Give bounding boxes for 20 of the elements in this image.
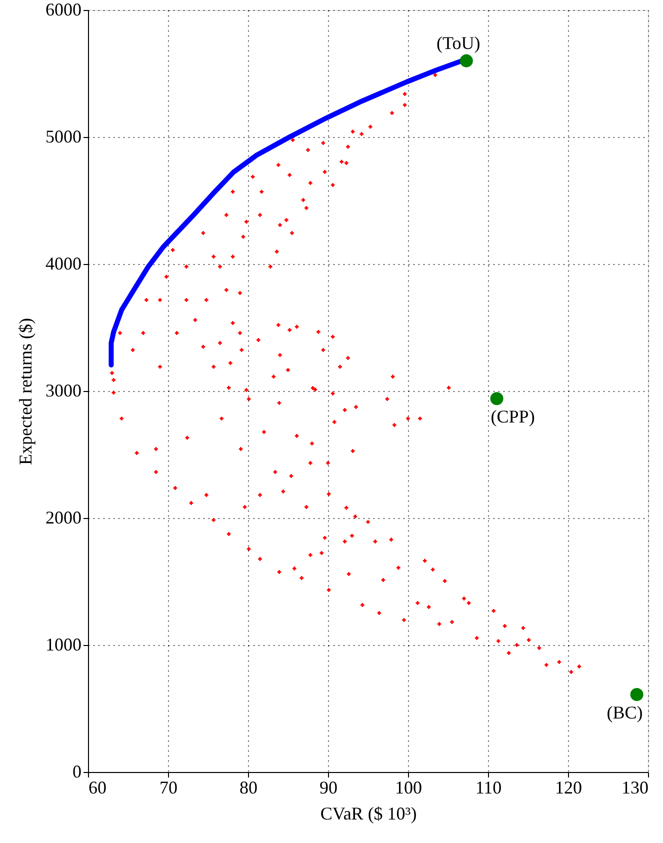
y-tick-label: 3000 <box>46 380 82 400</box>
annotation: (CPP) <box>490 406 535 427</box>
x-tick-label: 130 <box>622 778 648 798</box>
annotation: (ToU) <box>436 32 480 53</box>
x-axis-title: CVaR ($ 10³) <box>320 804 417 824</box>
x-tick-label: 80 <box>240 778 258 798</box>
y-tick-label: 4000 <box>46 254 82 274</box>
y-tick-label: 2000 <box>46 508 82 528</box>
y-tick-label: 0 <box>72 762 82 782</box>
x-tick-label: 110 <box>475 778 502 798</box>
x-tick-label: 60 <box>88 778 106 798</box>
annotation: (BC) <box>606 702 643 723</box>
y-tick-label: 6000 <box>46 0 82 20</box>
x-tick-label: 120 <box>555 778 582 798</box>
y-axis-title: Expected returns ($) <box>16 318 36 465</box>
x-tick-label: 100 <box>395 778 422 798</box>
x-tick-label: 90 <box>320 778 338 798</box>
x-tick-label: 70 <box>160 778 178 798</box>
y-tick-label: 5000 <box>46 126 82 146</box>
y-tick-label: 1000 <box>46 634 82 654</box>
